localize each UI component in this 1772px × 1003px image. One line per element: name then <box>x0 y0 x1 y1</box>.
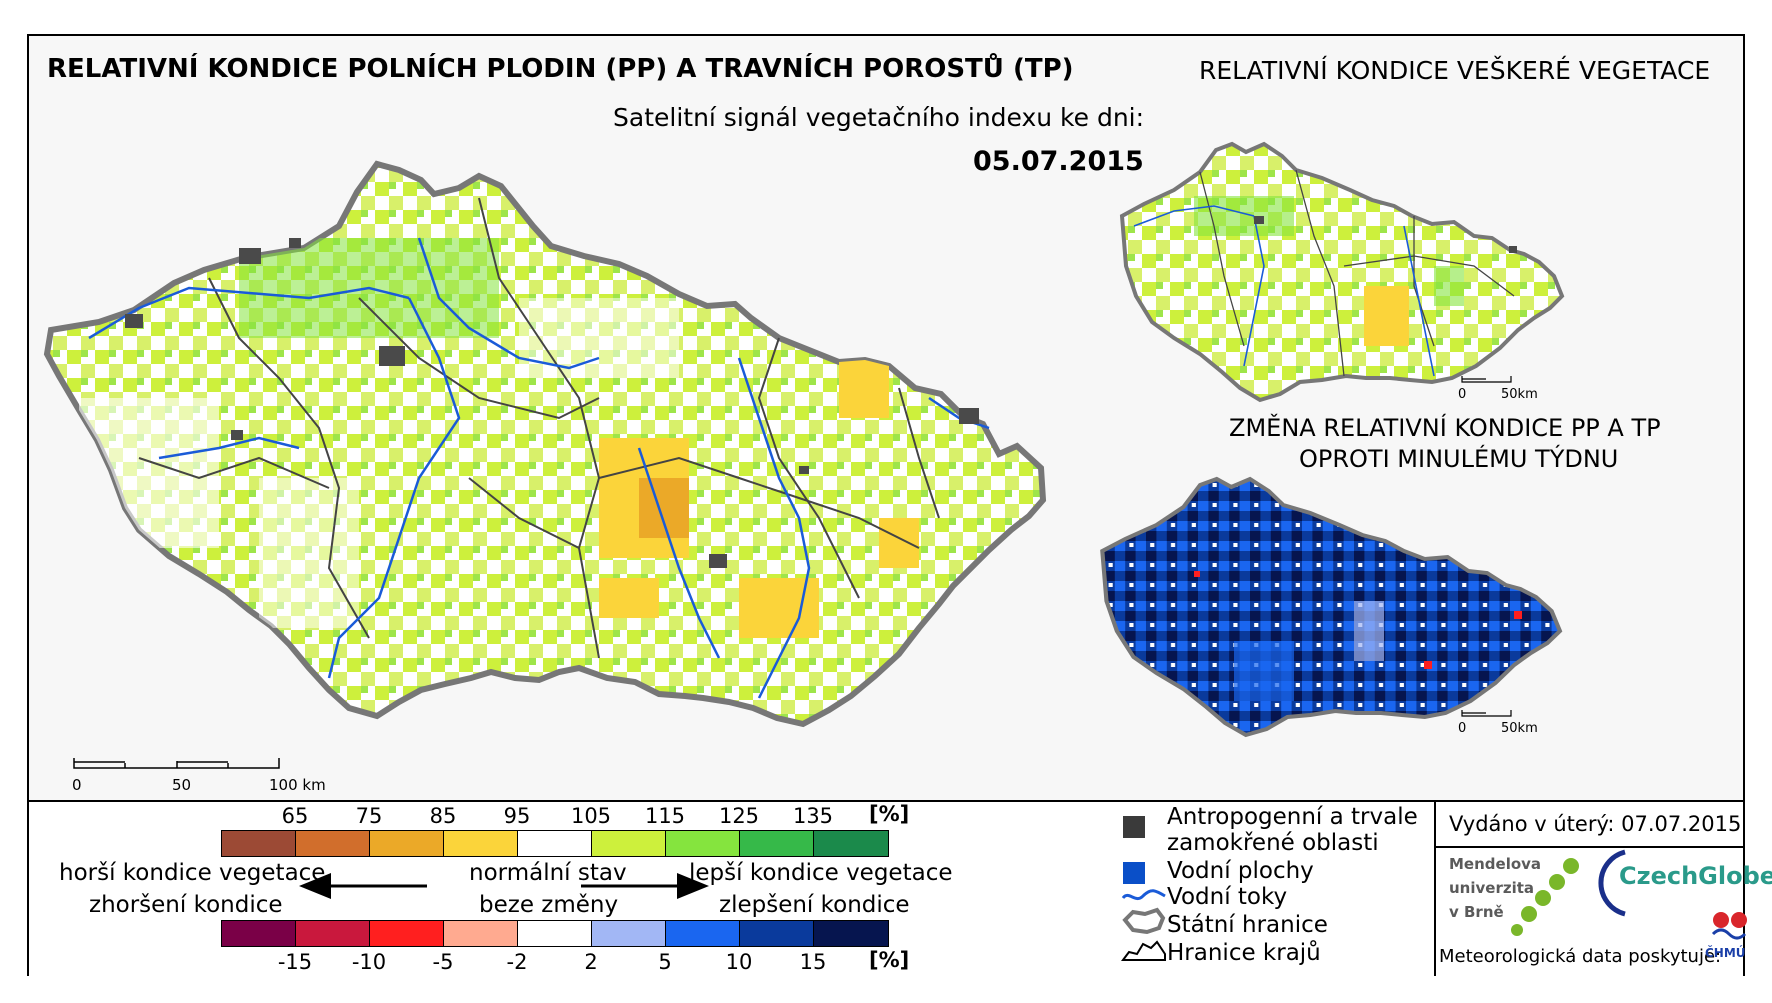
condition-tick: 95 <box>503 804 531 828</box>
condition-tick: 85 <box>429 804 457 828</box>
condition-tick: 105 <box>570 804 612 828</box>
signal-date: 05.07.2015 <box>973 146 1144 177</box>
legend-area: 65 75 85 95 105 115 125 135 [%] horší ko… <box>29 800 1772 976</box>
anthropogenic-label-2: zamokřené oblasti <box>1167 830 1379 856</box>
normal-label-2: beze změny <box>479 892 619 918</box>
change-swatch <box>518 921 592 946</box>
chmu-logo-text: ČHMÚ <box>1705 946 1746 960</box>
change-tick: 15 <box>799 950 827 974</box>
condition-swatch <box>592 831 666 856</box>
condition-tick: 125 <box>718 804 760 828</box>
change-tick: -2 <box>506 950 528 974</box>
data-provider-label: Meteorologická data poskytuje: <box>1439 946 1722 967</box>
change-swatch <box>666 921 740 946</box>
mendel-logo-line3: v Brně <box>1449 903 1504 921</box>
inset1-scale-50: 50km <box>1501 387 1538 402</box>
change-title-line2: OPROTI MINULÉMU TÝDNU <box>1299 445 1619 473</box>
chmu-logo-icon <box>1711 912 1747 940</box>
water-bodies-swatch <box>1123 862 1145 884</box>
mendel-dots-icon <box>1511 858 1579 936</box>
change-swatch <box>296 921 370 946</box>
region-border-label: Hranice krajů <box>1167 940 1321 966</box>
change-swatch <box>222 921 296 946</box>
change-swatch <box>370 921 444 946</box>
change-tick: 10 <box>725 950 753 974</box>
condition-tick: 115 <box>644 804 686 828</box>
condition-swatch <box>814 831 888 856</box>
change-unit: [%] <box>869 948 910 972</box>
condition-swatch <box>296 831 370 856</box>
mendel-logo-line1: Mendelova <box>1449 855 1542 873</box>
main-map: 0 50 100 km <box>43 141 1565 794</box>
czechglobe-arc-icon <box>1598 849 1626 917</box>
condition-swatch <box>666 831 740 856</box>
condition-tick: 65 <box>281 804 309 828</box>
change-tick: -10 <box>351 950 387 974</box>
condition-swatch <box>370 831 444 856</box>
condition-unit: [%] <box>869 802 910 826</box>
change-tick: 2 <box>584 950 598 974</box>
normal-label-1: normální stav <box>469 860 627 886</box>
change-tick: 5 <box>658 950 672 974</box>
change-swatch <box>740 921 814 946</box>
change-title-line1: ZMĚNA RELATIVNÍ KONDICE PP A TP <box>1229 414 1661 442</box>
river-line-icon <box>1121 889 1166 901</box>
inset2-scale-0: 0 <box>1458 721 1466 736</box>
condition-tick: 135 <box>792 804 834 828</box>
arrow-left-icon <box>299 873 331 899</box>
anthropogenic-label-1: Antropogenní a trvale <box>1167 804 1418 830</box>
inset1-scale-0: 0 <box>1458 387 1466 402</box>
mendel-logo: Mendelova univerzita v Brně <box>1449 852 1541 924</box>
change-swatch <box>814 921 888 946</box>
change-scale <box>221 920 889 947</box>
change-tick: -5 <box>432 950 454 974</box>
condition-swatch <box>740 831 814 856</box>
region-border-icon <box>1121 940 1166 961</box>
condition-swatch <box>444 831 518 856</box>
map-area: 0 50 100 km <box>29 36 1743 800</box>
issued-date: Vydáno v úterý: 07.07.2015 <box>1449 812 1742 836</box>
mendel-logo-line2: univerzita <box>1449 879 1535 897</box>
czechglobe-logo: CzechGlobe <box>1619 862 1772 890</box>
main-title: RELATIVNÍ KONDICE POLNÍCH PLODIN (PP) A … <box>47 54 1074 84</box>
change-swatch <box>444 921 518 946</box>
worse-label-2: zhoršení kondice <box>89 892 283 918</box>
state-border-label: Státní hranice <box>1167 912 1328 938</box>
scale-label-50: 50 <box>172 776 191 794</box>
info-divider-h <box>1434 846 1744 848</box>
scale-label-100: 100 km <box>269 776 326 794</box>
better-label-1: lepší kondice vegetace <box>689 860 953 886</box>
water-bodies-label: Vodní plochy <box>1167 858 1314 884</box>
condition-scale <box>221 830 889 857</box>
inset2-scale-50: 50km <box>1501 721 1538 736</box>
direction-arrows <box>299 873 709 899</box>
change-tick: -15 <box>277 950 313 974</box>
better-label-2: zlepšení kondice <box>719 892 910 918</box>
inset-vegetation-title: RELATIVNÍ KONDICE VEŠKERÉ VEGETACE <box>1199 56 1711 85</box>
arrow-right-icon <box>677 873 709 899</box>
rivers-label: Vodní toky <box>1167 884 1288 910</box>
state-border-icon <box>1122 907 1166 935</box>
worse-label-1: horší kondice vegetace <box>59 860 326 886</box>
anthropogenic-swatch <box>1123 816 1145 838</box>
condition-tick: 75 <box>355 804 383 828</box>
map-frame: 0 50 100 km <box>27 34 1772 976</box>
signal-caption: Satelitní signál vegetačního indexu ke d… <box>613 103 1145 132</box>
change-swatch <box>592 921 666 946</box>
condition-swatch <box>518 831 592 856</box>
info-divider <box>1434 802 1436 976</box>
scale-label-0: 0 <box>72 776 82 794</box>
condition-swatch <box>222 831 296 856</box>
